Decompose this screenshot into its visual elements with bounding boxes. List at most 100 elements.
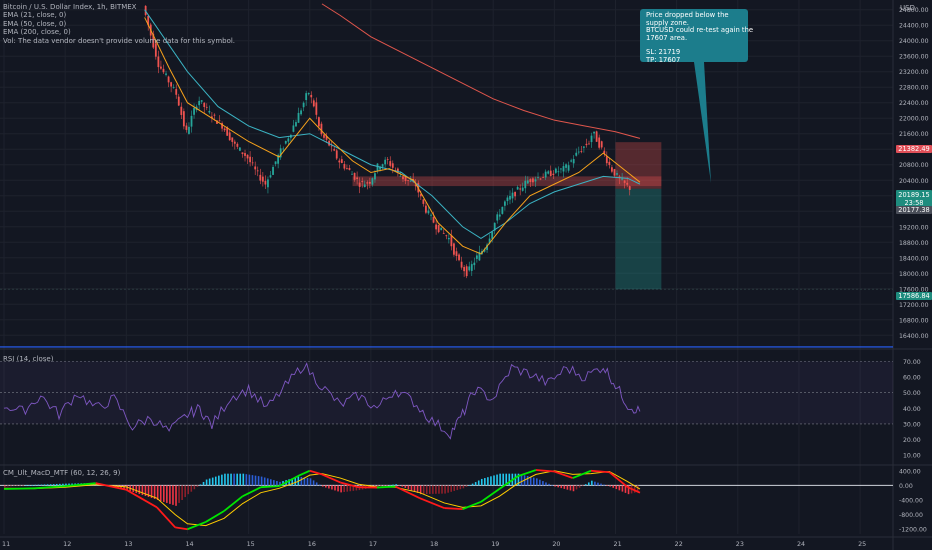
candle-body <box>458 254 460 261</box>
candle-body <box>312 100 315 107</box>
macd-hist-bar <box>276 480 278 486</box>
candle-body <box>463 266 466 272</box>
candle-body <box>498 214 501 217</box>
candle-body <box>453 243 455 255</box>
macd-hist-bar <box>187 485 190 495</box>
current-price-tag-2: 20177.38 <box>896 206 932 214</box>
candle-body <box>435 224 438 230</box>
candle-body <box>521 187 524 191</box>
macd-hist-bar <box>499 473 501 486</box>
volume-legend[interactable]: Vol: The data vendor doesn't provide vol… <box>3 36 236 45</box>
macd-hist-bar <box>465 485 468 487</box>
price-tick-label: 24800.00 <box>899 7 929 14</box>
price-tick-label: 16800.00 <box>899 317 929 324</box>
macd-hist-bar <box>422 485 425 495</box>
stop-loss-zone <box>615 142 662 189</box>
macd-line-segment <box>125 488 158 509</box>
candle-body <box>547 171 550 174</box>
candle-body <box>363 184 366 188</box>
macd-hist-bar <box>22 485 24 486</box>
macd-hist-bar <box>288 479 290 486</box>
macd-hist-bar <box>251 475 254 486</box>
symbol-title[interactable]: Bitcoin / U.S. Dollar Index, 1h, BITMEX <box>3 3 137 11</box>
candle-body <box>249 156 252 163</box>
macd-hist-bar <box>120 485 122 489</box>
macd-hist-bar <box>462 485 465 489</box>
candle-body <box>628 186 631 190</box>
candle-body <box>351 173 353 175</box>
time-tick-label: 19 <box>491 540 499 548</box>
macd-hist-bar <box>233 473 235 486</box>
candle-body <box>440 227 443 231</box>
macd-hist-bar <box>600 483 602 486</box>
macd-hist-bar <box>536 478 538 486</box>
rsi-tick-label: 60.00 <box>903 375 921 382</box>
macd-hist-bar <box>279 481 281 486</box>
macd-hist-bar <box>16 485 18 486</box>
candle-body <box>221 123 223 129</box>
macd-hist-bar <box>4 485 6 487</box>
macd-hist-bar <box>224 473 226 486</box>
callout-line-6: TP: 17607 <box>646 55 681 64</box>
candle-body <box>537 177 539 178</box>
macd-hist-bar <box>425 485 428 495</box>
candle-body <box>611 167 613 172</box>
macd-hist-bar <box>404 485 407 488</box>
macd-hist-bar <box>487 477 489 486</box>
ema200-legend[interactable]: EMA (200, close, 0) <box>3 28 71 37</box>
macd-hist-bar <box>584 484 587 486</box>
macd-hist-bar <box>65 483 67 486</box>
candle-body <box>414 184 417 187</box>
candle-body <box>478 251 481 261</box>
macd-hist-bar <box>34 484 37 486</box>
price-tick-label: 22800.00 <box>899 85 929 92</box>
candle-body <box>509 195 511 200</box>
time-tick-label: 20 <box>552 540 560 548</box>
currency-label: USD <box>900 4 915 12</box>
take-profit-zone <box>615 188 662 290</box>
macd-hist-bar <box>199 484 202 486</box>
price-tick-label: 23600.00 <box>899 54 929 61</box>
candle-body <box>279 148 282 158</box>
candle-body <box>526 180 529 184</box>
candle-body <box>320 123 323 135</box>
time-tick-label: 14 <box>185 540 193 548</box>
candle-body <box>465 266 468 277</box>
candle-body <box>404 176 407 182</box>
analysis-callout[interactable]: Price dropped below the supply zone. BTC… <box>640 9 753 64</box>
candle-body <box>330 145 333 147</box>
candle-body <box>399 175 402 177</box>
macd-hist-bar <box>132 485 135 493</box>
candle-body <box>384 159 387 165</box>
candle-body <box>600 141 603 148</box>
macd-hist-bar <box>178 485 180 503</box>
candle-body <box>368 181 371 184</box>
macd-hist-bar <box>318 484 321 486</box>
time-tick-label: 16 <box>308 540 316 548</box>
candle-body <box>577 151 580 153</box>
candle-body <box>188 126 190 134</box>
macd-hist-bar <box>334 485 336 491</box>
ema50-legend[interactable]: EMA (50, close, 0) <box>3 19 67 28</box>
candle-body <box>379 166 381 170</box>
candle-body <box>147 15 150 26</box>
rsi-tick-label: 50.00 <box>903 390 921 397</box>
rsi-tick-label: 10.00 <box>903 453 921 460</box>
macd-hist-bar <box>459 485 462 490</box>
rsi-label[interactable]: RSI (14, close) <box>3 355 54 363</box>
ema21-legend[interactable]: EMA (21, close, 0) <box>3 11 67 20</box>
candle-body <box>580 151 583 153</box>
macd-hist-bar <box>208 478 211 486</box>
macd-line-segment <box>65 482 96 488</box>
macd-hist-bar <box>126 485 128 491</box>
macd-hist-bar <box>389 484 391 486</box>
macd-hist-bar <box>633 485 636 493</box>
macd-line-segment <box>297 469 311 478</box>
candle-body <box>300 110 302 115</box>
macd-hist-bar <box>55 483 58 486</box>
candle-body <box>437 224 440 233</box>
macd-label[interactable]: CM_Ult_MacD_MTF (60, 12, 26, 9) <box>3 469 121 477</box>
macd-hist-bar <box>542 481 544 486</box>
candle-body <box>182 111 185 127</box>
